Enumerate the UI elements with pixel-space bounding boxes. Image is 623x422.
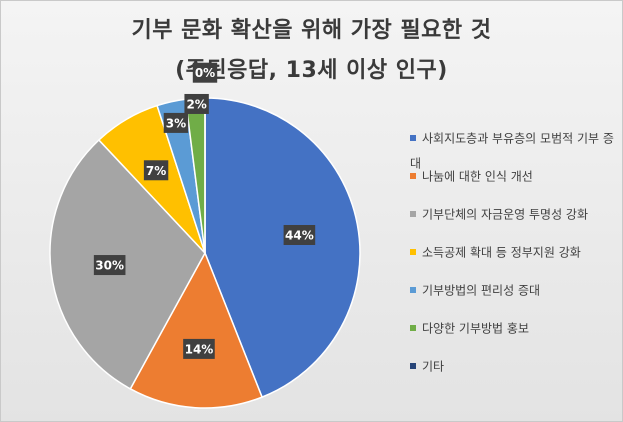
legend-label-3: 소득공제 확대 등 정부지원 강화 (422, 245, 581, 260)
svg-text:30%: 30% (95, 259, 124, 273)
data-label-4: 3% (163, 112, 189, 133)
data-label-1: 14% (183, 338, 215, 359)
legend-swatch-2 (410, 210, 416, 217)
data-label-0: 44% (283, 224, 316, 245)
chart-title: 기부 문화 확산을 위해 가장 필요한 것 (131, 18, 492, 43)
legend-label-0: 사회지도층과 부유층의 모범적 기부 증대 (410, 131, 614, 171)
legend-swatch-5 (410, 324, 416, 331)
data-label-3: 7% (143, 160, 169, 181)
legend-swatch-4 (410, 286, 416, 293)
svg-text:44%: 44% (285, 228, 314, 242)
legend-item-4: 기부방법의 편리성 증대 (410, 278, 618, 303)
svg-text:14%: 14% (185, 342, 214, 356)
svg-text:7%: 7% (146, 164, 166, 178)
legend-item-5: 다양한 기부방법 홍보 (410, 316, 618, 341)
pie-slice-0 (204, 97, 361, 399)
data-label-2: 30% (93, 255, 126, 276)
legend-swatch-6 (410, 362, 416, 369)
data-label-5: 2% (184, 93, 209, 114)
legend-swatch-3 (410, 248, 416, 255)
legend-label-5: 다양한 기부방법 홍보 (422, 321, 529, 336)
legend-item-2: 기부단체의 자금운영 투명성 강화 (410, 202, 618, 227)
pie-slice-1 (129, 251, 264, 409)
legend-swatch-0 (410, 134, 416, 141)
legend-item-6: 기타 (410, 354, 618, 379)
legend-item-1: 나눔에 대한 인식 개선 (410, 164, 618, 189)
pie-slice-2 (49, 138, 206, 390)
legend-swatch-1 (410, 172, 416, 179)
legend-item-0: 사회지도층과 부유층의 모범적 기부 증대 (410, 126, 618, 175)
svg-text:2%: 2% (186, 97, 206, 111)
legend-item-3: 소득공제 확대 등 정부지원 강화 (410, 240, 618, 265)
svg-text:0%: 0% (195, 66, 215, 80)
chart-subtitle: (주된응답, 13세 이상 인구) (175, 58, 448, 83)
data-label-6: 0% (192, 62, 218, 83)
legend-label-4: 기부방법의 편리성 증대 (422, 283, 541, 298)
legend-label-6: 기타 (422, 359, 445, 374)
svg-text:3%: 3% (166, 116, 186, 130)
legend-label-2: 기부단체의 자금운영 투명성 강화 (422, 207, 589, 222)
legend-label-1: 나눔에 대한 인식 개선 (422, 169, 533, 184)
